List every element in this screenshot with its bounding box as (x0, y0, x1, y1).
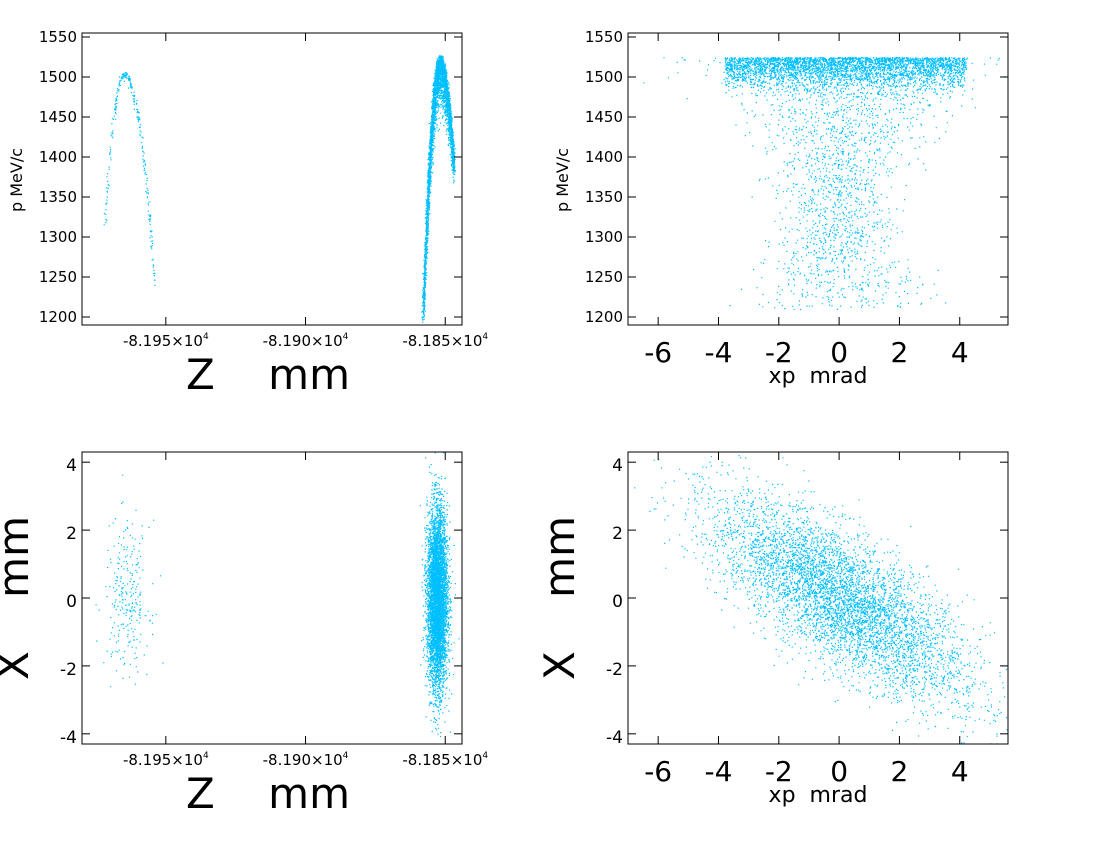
frame-xp-p (627, 32, 1009, 326)
xticks-z-p: -8.195×104 -8.190×104 -8.185×104 (123, 33, 488, 350)
xtick-label: 0 (830, 755, 848, 788)
xtick-label: -8.190×104 (263, 332, 349, 350)
xtick-label: -4 (705, 336, 733, 369)
xlabel-xp-p: xp mrad (769, 364, 868, 389)
ytick-label: 1450 (39, 108, 77, 126)
points-xp-p (643, 57, 1006, 311)
ytick-label: 0 (612, 592, 623, 612)
frame-z-p (81, 32, 463, 326)
panel-z-x: -4 -2 0 2 4 -8.195×104 -8.190×104 -8.185×104 Z… (0, 451, 488, 818)
xlabel-z-x: Z mm (186, 769, 350, 818)
ytick-label: 1500 (585, 68, 623, 86)
panel-xp-p: 1200 1250 1300 1350 1400 1450 1500 1550 -6 -4 -2 0… (553, 28, 1009, 389)
ytick-label: 1450 (585, 108, 623, 126)
ytick-label: 4 (612, 456, 623, 476)
xtick-label: -6 (644, 336, 672, 369)
points-z-p (103, 55, 456, 323)
ytick-label: 1250 (585, 268, 623, 286)
yticks-z-x: -4 -2 0 2 4 (60, 456, 462, 748)
xlabel-xp-x: xp mrad (769, 783, 868, 808)
xtick-label: 4 (951, 336, 969, 369)
points-z-x (95, 452, 460, 738)
ytick-label: 1300 (585, 228, 623, 246)
panel-z-p: 1200 1250 1300 1350 1400 1450 1500 1550 -8.195×… (7, 28, 488, 399)
ytick-label: -2 (606, 660, 623, 680)
xticks-xp-x: -6 -4 -2 0 2 4 (644, 452, 969, 788)
xtick-label: 2 (891, 336, 909, 369)
ytick-label: -2 (60, 660, 77, 680)
frame-z-x (81, 451, 463, 745)
ytick-label: 1300 (39, 228, 77, 246)
ytick-label: -4 (606, 728, 623, 748)
ytick-label: 0 (66, 592, 77, 612)
xtick-label: -8.195×104 (123, 332, 209, 350)
ytick-label: 2 (66, 524, 77, 544)
scatter-points (643, 57, 1006, 311)
yticks-xp-p: 1200 1250 1300 1350 1400 1450 1500 1550 (585, 28, 1008, 326)
ytick-label: 1250 (39, 268, 77, 286)
xtick-label: -4 (705, 755, 733, 788)
ytick-label: 1550 (585, 28, 623, 46)
ylabel-z-x: X mm (0, 516, 38, 680)
scatter-points (95, 452, 460, 738)
xtick-label: -8.185×104 (402, 751, 488, 769)
xlabel-z-p: Z mm (186, 350, 350, 399)
xtick-label: -2 (765, 336, 793, 369)
scatter-points (634, 455, 1008, 745)
ylabel-xp-p: p MeV/c (553, 148, 572, 212)
ytick-label: 4 (66, 456, 77, 476)
xtick-label: -8.195×104 (123, 751, 209, 769)
xticks-z-x: -8.195×104 -8.190×104 -8.185×104 (123, 452, 488, 769)
xtick-label: -6 (644, 755, 672, 788)
ytick-label: -4 (60, 728, 77, 748)
ytick-label: 1350 (39, 188, 77, 206)
frame-xp-x (627, 451, 1009, 745)
yticks-xp-x: -4 -2 0 2 4 (606, 456, 1008, 748)
points-xp-x (634, 455, 1008, 745)
xtick-label: 4 (951, 755, 969, 788)
panel-xp-x: -4 -2 0 2 4 -6 -4 -2 0 2 4 xp mrad X mm (535, 451, 1009, 808)
ylabel-xp-x: X mm (535, 516, 584, 680)
xtick-label: -8.185×104 (402, 332, 488, 350)
xtick-label: 2 (891, 755, 909, 788)
ytick-label: 1200 (585, 308, 623, 326)
ytick-label: 1400 (39, 148, 77, 166)
ytick-label: 1200 (39, 308, 77, 326)
scatter-points (103, 55, 456, 323)
ytick-label: 1550 (39, 28, 77, 46)
ytick-label: 1350 (585, 188, 623, 206)
ylabel-z-p: p MeV/c (7, 148, 26, 212)
ytick-label: 2 (612, 524, 623, 544)
xticks-xp-p: -6 -4 -2 0 2 4 (644, 33, 969, 369)
ytick-label: 1500 (39, 68, 77, 86)
ytick-label: 1400 (585, 148, 623, 166)
xtick-label: -8.190×104 (263, 751, 349, 769)
xtick-label: -2 (765, 755, 793, 788)
yticks-z-p: 1200 1250 1300 1350 1400 1450 1500 1550 (39, 28, 462, 326)
xtick-label: 0 (830, 336, 848, 369)
